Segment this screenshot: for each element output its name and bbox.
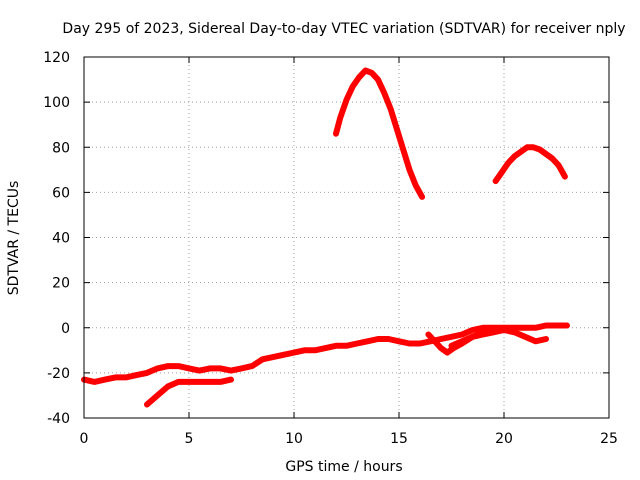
chart-title: Day 295 of 2023, Sidereal Day-to-day VTE… [62, 21, 625, 37]
series-track-main [81, 322, 570, 385]
series-track-low [144, 376, 234, 408]
y-axis-label: SDTVAR / TECUs [6, 181, 22, 296]
x-tick-label: 0 [80, 431, 89, 447]
x-axis-tick-labels: 0 5 10 15 20 25 [80, 431, 618, 447]
y-tick-label: 0 [61, 321, 70, 337]
x-tick-label: 5 [185, 431, 194, 447]
x-tick-label: 15 [390, 431, 408, 447]
y-tick-label: 120 [43, 50, 70, 66]
x-tick-label: 10 [285, 431, 303, 447]
y-axis-tick-labels: -40 -20 0 20 40 60 80 100 120 [43, 50, 70, 427]
series-layer [81, 67, 570, 408]
grid [84, 57, 609, 418]
axis-ticks [83, 56, 610, 419]
x-tick-label: 25 [600, 431, 618, 447]
y-tick-label: 40 [52, 231, 70, 247]
y-tick-label: 80 [52, 140, 70, 156]
x-tick-label: 20 [495, 431, 513, 447]
y-tick-label: 20 [52, 276, 70, 292]
y-tick-label: -20 [47, 366, 70, 382]
series-pass-1 [333, 67, 426, 200]
y-tick-label: -40 [47, 411, 70, 427]
y-tick-label: 100 [43, 95, 70, 111]
x-axis-label: GPS time / hours [285, 459, 402, 475]
series-track-mid2 [448, 327, 549, 349]
series-pass-2 [492, 144, 568, 185]
y-tick-label: 60 [52, 185, 70, 201]
